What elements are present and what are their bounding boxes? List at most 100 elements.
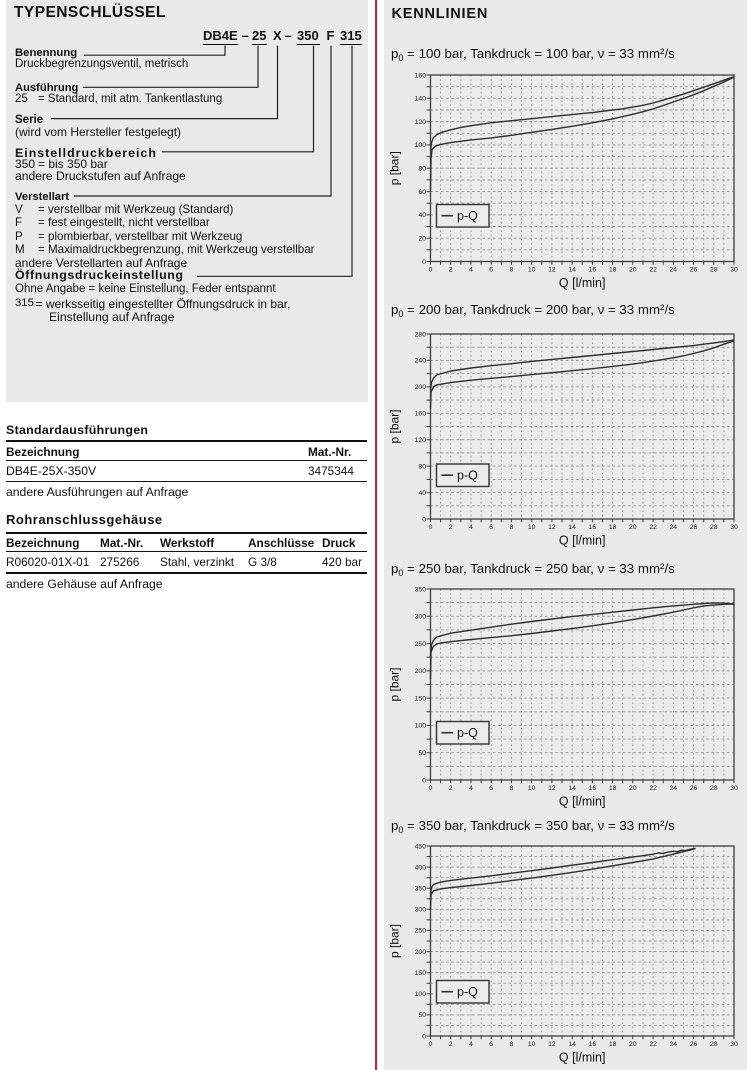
svg-text:20: 20: [629, 523, 637, 530]
svg-text:p [bar]: p [bar]: [388, 923, 402, 957]
svg-text:22: 22: [649, 523, 657, 530]
svg-text:4: 4: [469, 784, 473, 791]
svg-text:28: 28: [710, 523, 718, 530]
svg-text:200: 200: [415, 948, 427, 955]
svg-text:24: 24: [670, 784, 678, 791]
svg-text:120: 120: [415, 437, 427, 444]
svg-text:200: 200: [415, 668, 427, 675]
svg-text:0: 0: [429, 784, 433, 791]
svg-text:22: 22: [649, 266, 657, 273]
svg-text:16: 16: [589, 784, 597, 791]
svg-text:100: 100: [415, 142, 427, 149]
svg-text:4: 4: [469, 523, 473, 530]
svg-text:14: 14: [568, 523, 576, 530]
svg-text:18: 18: [609, 784, 617, 791]
svg-text:0: 0: [429, 1040, 433, 1047]
svg-text:300: 300: [415, 906, 427, 913]
svg-text:4: 4: [469, 266, 473, 273]
svg-text:150: 150: [415, 695, 427, 702]
svg-text:Q [l/min]: Q [l/min]: [559, 1050, 606, 1064]
svg-text:p-Q: p-Q: [457, 468, 478, 482]
svg-text:160: 160: [415, 72, 427, 79]
svg-text:Q [l/min]: Q [l/min]: [559, 533, 606, 547]
svg-text:2: 2: [449, 266, 453, 273]
svg-text:0: 0: [422, 777, 426, 784]
svg-text:0: 0: [429, 266, 433, 273]
svg-text:0: 0: [429, 523, 433, 530]
svg-text:30: 30: [730, 523, 738, 530]
svg-text:12: 12: [548, 523, 556, 530]
svg-text:2: 2: [449, 784, 453, 791]
svg-text:18: 18: [609, 523, 617, 530]
svg-text:24: 24: [670, 523, 678, 530]
svg-text:160: 160: [415, 410, 427, 417]
svg-text:0: 0: [422, 516, 426, 523]
svg-text:240: 240: [415, 357, 427, 364]
svg-text:26: 26: [690, 266, 698, 273]
svg-text:40: 40: [418, 489, 426, 496]
svg-text:10: 10: [528, 1040, 536, 1047]
svg-text:22: 22: [649, 1040, 657, 1047]
svg-text:p-Q: p-Q: [457, 985, 478, 999]
svg-text:350: 350: [415, 586, 427, 593]
svg-text:Q [l/min]: Q [l/min]: [559, 794, 606, 808]
svg-text:100: 100: [415, 722, 427, 729]
svg-text:14: 14: [568, 1040, 576, 1047]
svg-text:14: 14: [568, 784, 576, 791]
svg-text:120: 120: [415, 118, 427, 125]
svg-text:8: 8: [510, 784, 514, 791]
svg-text:22: 22: [649, 784, 657, 791]
svg-text:28: 28: [710, 266, 718, 273]
svg-text:40: 40: [418, 212, 426, 219]
svg-text:450: 450: [415, 843, 427, 850]
svg-text:p [bar]: p [bar]: [388, 151, 402, 185]
svg-text:26: 26: [690, 523, 698, 530]
svg-text:20: 20: [629, 784, 637, 791]
svg-text:350: 350: [415, 885, 427, 892]
svg-text:6: 6: [489, 523, 493, 530]
svg-text:26: 26: [690, 1040, 698, 1047]
svg-text:300: 300: [415, 613, 427, 620]
svg-text:250: 250: [415, 927, 427, 934]
svg-text:p [bar]: p [bar]: [388, 409, 402, 443]
svg-text:14: 14: [568, 266, 576, 273]
svg-text:400: 400: [415, 864, 427, 871]
svg-text:30: 30: [730, 1040, 738, 1047]
svg-text:280: 280: [415, 331, 427, 338]
svg-text:24: 24: [670, 266, 678, 273]
svg-text:18: 18: [609, 1040, 617, 1047]
svg-text:6: 6: [489, 784, 493, 791]
svg-text:p [bar]: p [bar]: [388, 667, 402, 701]
svg-text:p-Q: p-Q: [457, 209, 478, 223]
svg-text:p-Q: p-Q: [457, 726, 478, 740]
svg-text:8: 8: [510, 523, 514, 530]
svg-text:28: 28: [710, 1040, 718, 1047]
svg-text:60: 60: [418, 188, 426, 195]
svg-text:150: 150: [415, 970, 427, 977]
svg-text:10: 10: [528, 784, 536, 791]
svg-text:30: 30: [730, 266, 738, 273]
svg-text:24: 24: [670, 1040, 678, 1047]
svg-text:80: 80: [418, 165, 426, 172]
svg-text:18: 18: [609, 266, 617, 273]
svg-text:16: 16: [589, 523, 597, 530]
svg-text:250: 250: [415, 640, 427, 647]
svg-text:2: 2: [449, 1040, 453, 1047]
svg-text:80: 80: [418, 463, 426, 470]
svg-text:8: 8: [510, 266, 514, 273]
svg-text:Q [l/min]: Q [l/min]: [559, 276, 606, 290]
svg-text:20: 20: [629, 1040, 637, 1047]
svg-text:8: 8: [510, 1040, 514, 1047]
svg-text:200: 200: [415, 384, 427, 391]
svg-text:30: 30: [730, 784, 738, 791]
svg-text:4: 4: [469, 1040, 473, 1047]
svg-text:10: 10: [528, 523, 536, 530]
svg-text:16: 16: [589, 1040, 597, 1047]
svg-text:6: 6: [489, 266, 493, 273]
svg-text:12: 12: [548, 1040, 556, 1047]
svg-text:12: 12: [548, 784, 556, 791]
svg-text:140: 140: [415, 95, 427, 102]
svg-text:0: 0: [422, 258, 426, 265]
svg-text:10: 10: [528, 266, 536, 273]
svg-text:26: 26: [690, 784, 698, 791]
